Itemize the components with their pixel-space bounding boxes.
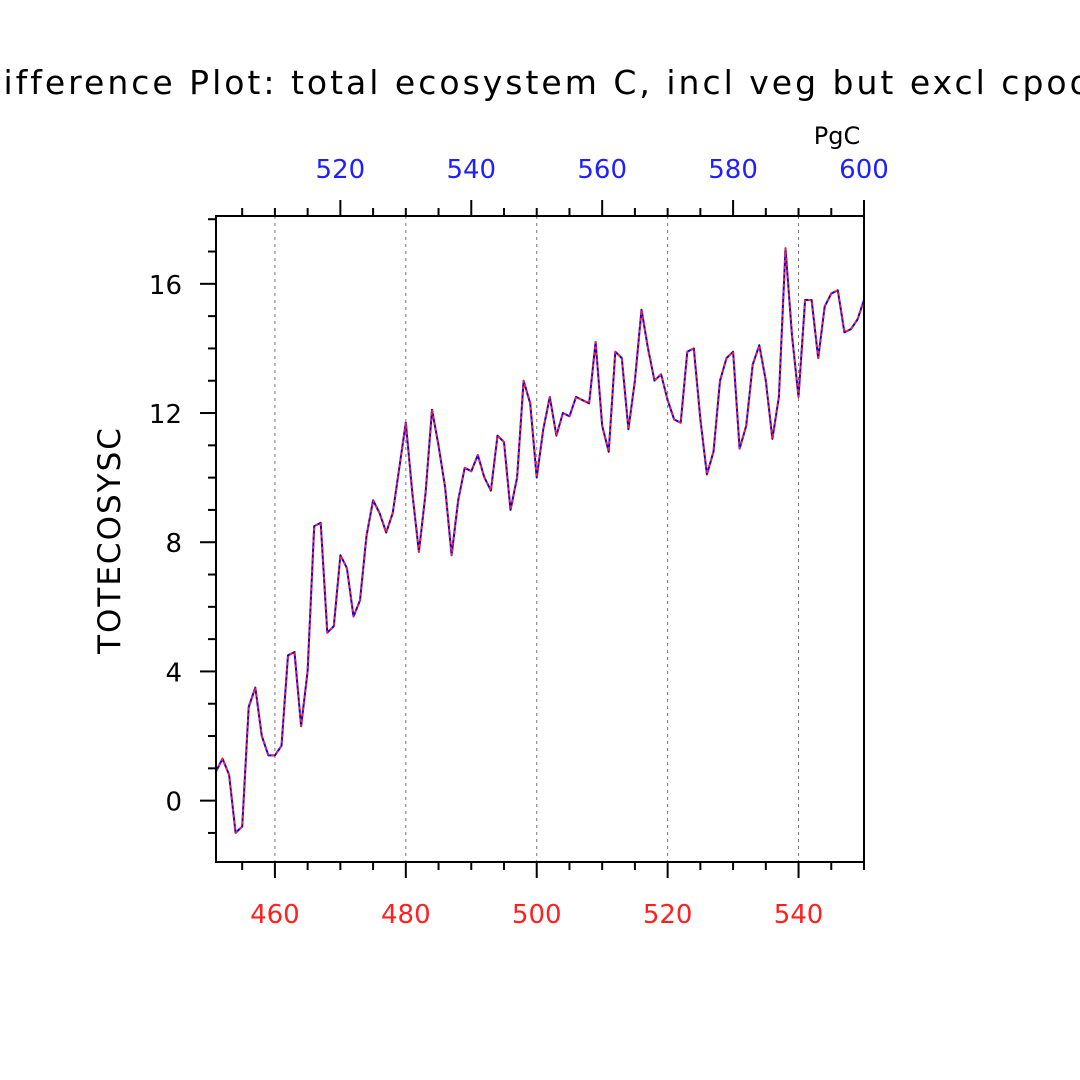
y-tick-label-4: 4	[165, 658, 182, 688]
bottom-tick-label-520: 520	[643, 900, 693, 930]
top-tick-label-540: 540	[446, 155, 496, 185]
grid	[274, 216, 800, 862]
bottom-tick-label-460: 460	[250, 900, 300, 930]
y-tick-label-8: 8	[165, 529, 182, 559]
top-tick-label-580: 580	[708, 155, 758, 185]
top-tick-label-560: 560	[577, 155, 627, 185]
y-axis-label: TOTECOSYSC	[92, 426, 128, 655]
axis-ticks	[200, 200, 865, 878]
series-line-1	[215, 247, 865, 834]
top-tick-label-520: 520	[316, 155, 366, 185]
y-tick-label-16: 16	[149, 271, 182, 301]
bottom-tick-label-540: 540	[774, 900, 824, 930]
tick-labels: 460 480 500 520 540 520 540 560 580 600 0 4 8 12 16	[149, 155, 889, 930]
plot-frame	[215, 215, 865, 863]
bottom-tick-label-480: 480	[381, 900, 431, 930]
units-label: PgC	[814, 122, 860, 150]
series-group	[215, 247, 865, 834]
top-tick-label-600: 600	[839, 155, 889, 185]
bottom-tick-label-500: 500	[512, 900, 562, 930]
y-tick-label-12: 12	[149, 400, 182, 430]
y-tick-label-0: 0	[165, 788, 182, 818]
chart-title: Difference Plot: total ecosystem C, incl…	[0, 63, 1080, 102]
